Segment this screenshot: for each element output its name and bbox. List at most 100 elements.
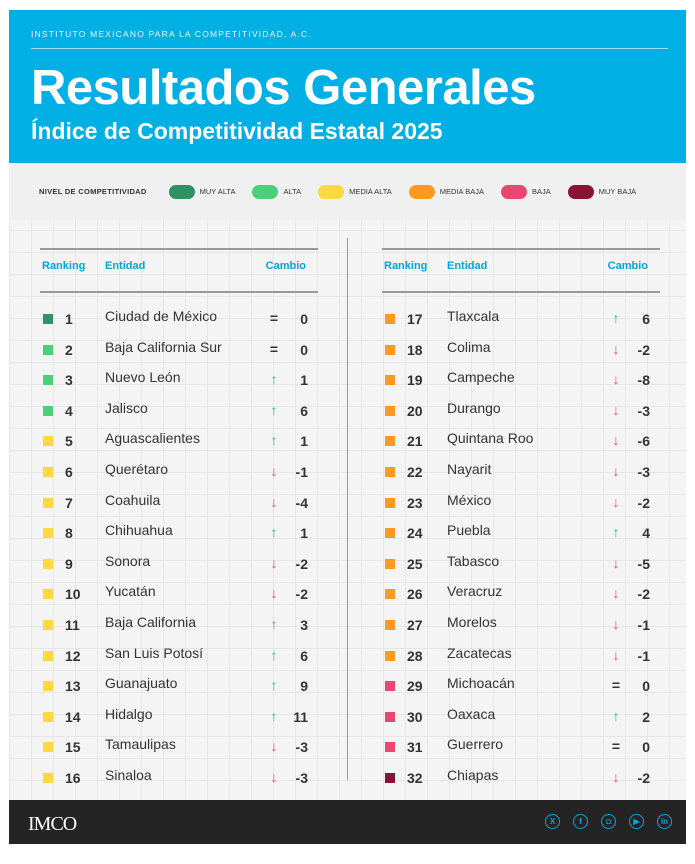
x-icon[interactable]: X	[545, 814, 560, 829]
legend-item-label: MUY BAJA	[598, 187, 637, 196]
header-entidad: Entidad	[105, 260, 146, 272]
change-value: -2	[637, 770, 650, 786]
state-name: Chihuahua	[105, 522, 173, 539]
rank: 12	[65, 647, 81, 664]
arrow-up-icon: ↑	[612, 310, 620, 326]
state-name: Chiapas	[447, 767, 499, 783]
rank: 24	[407, 525, 423, 542]
rank: 5	[65, 433, 73, 450]
rank: 27	[407, 617, 423, 633]
rank: 28	[407, 647, 423, 664]
state-name: Tlaxcala	[447, 308, 500, 324]
linkedin-icon[interactable]: in	[657, 814, 672, 829]
rank: 19	[407, 372, 423, 389]
legend-swatch	[408, 184, 435, 199]
table-row: 32 Chiapas ↓ -2	[382, 764, 660, 794]
table-row: 21 Quintana Roo ↓ -6	[382, 427, 660, 457]
state-name: Jalisco	[105, 399, 148, 416]
arrow-up-icon: ↑	[612, 707, 620, 724]
level-swatch	[43, 742, 53, 753]
legend-swatch	[252, 184, 279, 199]
rank: 11	[65, 617, 80, 633]
legend-swatch	[168, 184, 195, 199]
state-name: Ciudad de México	[105, 308, 218, 324]
legend-item-label: MUY ALTA	[199, 187, 236, 196]
rank: 6	[65, 464, 73, 480]
state-name: Tamaulipas	[105, 736, 176, 753]
table-row: 24 Puebla ↑ 4	[382, 519, 660, 549]
state-name: Sonora	[105, 552, 151, 569]
change-value: 6	[642, 311, 650, 327]
legend-item-label: ALTA	[283, 187, 302, 196]
change-value: 0	[642, 739, 650, 756]
state-name: Oaxaca	[447, 705, 496, 722]
state-name: Coahuila	[105, 491, 161, 508]
table-row: 19 Campeche ↓ -8	[382, 366, 660, 396]
youtube-icon[interactable]: ▶	[629, 814, 644, 829]
table-row: 2 Baja California Sur = 0	[40, 336, 318, 366]
change-value: 2	[642, 708, 650, 725]
table-row: 27 Morelos ↓ -1	[382, 611, 660, 641]
level-swatch	[43, 589, 53, 600]
state-name: Aguascalientes	[105, 430, 200, 447]
legend-item-label: MEDIA BAJA	[439, 187, 484, 196]
change-value: 9	[300, 678, 308, 695]
rank: 3	[65, 372, 73, 389]
arrow-down-icon: ↓	[612, 371, 620, 388]
legend-item: BAJA	[500, 184, 551, 199]
level-swatch	[385, 742, 395, 753]
change-value: -5	[637, 555, 650, 572]
level-swatch	[385, 436, 395, 447]
arrow-down-icon: ↓	[270, 769, 278, 785]
state-name: Baja California	[105, 614, 197, 630]
legend-item: MUY BAJA	[567, 184, 637, 199]
arrow-down-icon: ↓	[270, 463, 278, 479]
change-value: -1	[637, 647, 650, 664]
level-swatch	[385, 467, 395, 477]
state-name: Querétaro	[105, 461, 169, 477]
change-value: 3	[300, 617, 308, 633]
table-rule	[382, 248, 660, 250]
page-subtitle: Índice de Competitividad Estatal 2025	[31, 118, 443, 144]
level-swatch	[43, 375, 53, 386]
rank: 10	[65, 586, 81, 603]
instagram-icon[interactable]: ◘	[601, 814, 616, 829]
arrow-down-icon: ↓	[612, 432, 620, 449]
state-name: Michoacán	[447, 675, 515, 692]
change-value: 1	[300, 433, 308, 450]
rank: 31	[407, 739, 423, 756]
arrow-down-icon: ↓	[270, 585, 278, 602]
table-row: 5 Aguascalientes ↑ 1	[40, 427, 318, 457]
table-row: 12 San Luis Potosí ↑ 6	[40, 642, 318, 672]
rank: 7	[65, 494, 73, 511]
level-swatch	[43, 314, 53, 324]
table-row: 9 Sonora ↓ -2	[40, 550, 318, 580]
legend-item-label: BAJA	[531, 187, 551, 196]
rank: 32	[407, 770, 423, 786]
level-swatch	[385, 375, 395, 386]
rank: 15	[65, 739, 81, 756]
change-value: 4	[642, 525, 650, 542]
header-cambio: Cambio	[265, 260, 306, 272]
rank: 16	[65, 770, 81, 786]
state-name: Colima	[447, 338, 491, 355]
rank: 9	[65, 555, 73, 572]
arrow-down-icon: ↓	[612, 554, 620, 571]
facebook-icon[interactable]: f	[573, 814, 588, 829]
table-row: 10 Yucatán ↓ -2	[40, 580, 318, 610]
state-name: Guerrero	[447, 736, 504, 753]
rank: 1	[65, 311, 73, 327]
change-value: -3	[295, 739, 308, 756]
equals-icon: =	[611, 677, 621, 694]
level-swatch	[385, 528, 395, 539]
arrow-up-icon: ↑	[612, 524, 620, 541]
level-swatch	[385, 589, 395, 600]
legend-item-label: MEDIA ALTA	[349, 187, 392, 196]
state-name: Tabasco	[447, 552, 500, 569]
level-swatch	[385, 558, 395, 569]
table-row: 30 Oaxaca ↑ 2	[382, 703, 660, 733]
header-ranking: Ranking	[384, 260, 428, 272]
change-value: -3	[637, 464, 650, 480]
state-name: Yucatán	[105, 583, 156, 600]
